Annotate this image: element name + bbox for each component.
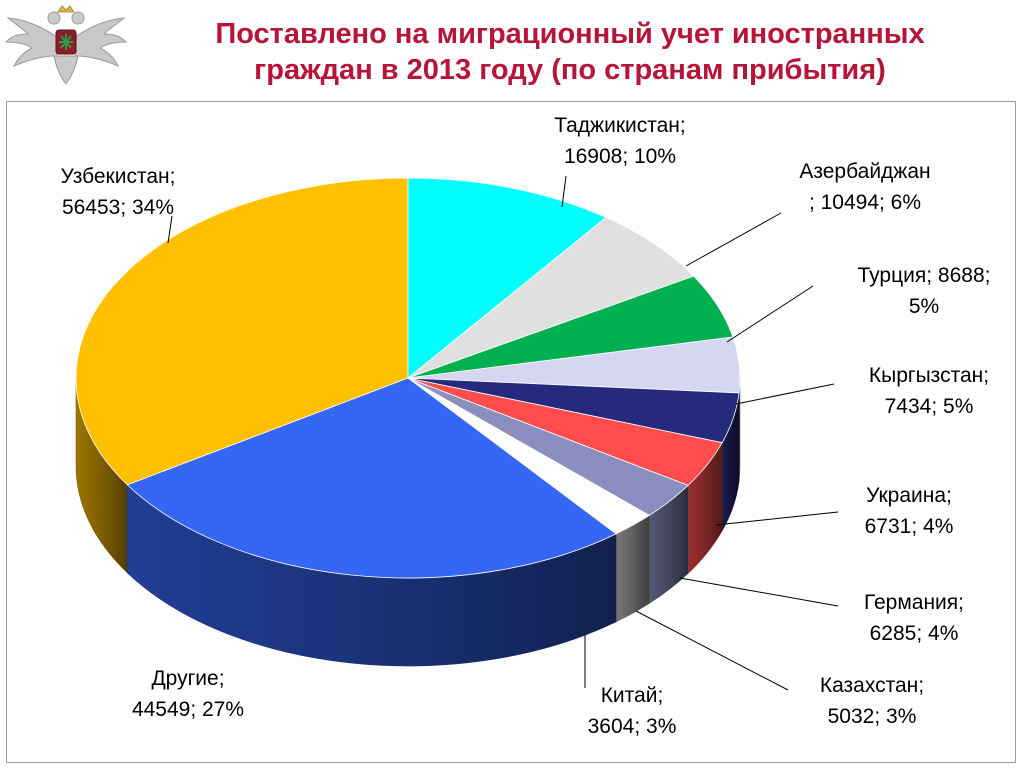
data-label-line: Кыргызстан;	[869, 364, 989, 387]
data-label-line: Узбекистан;	[61, 165, 176, 188]
data-label-line: Таджикистан;	[554, 114, 686, 137]
data-label-line: Турция; 8688;	[858, 264, 991, 287]
data-label-line: Казахстан;	[820, 674, 924, 697]
leader-line-germany	[679, 577, 839, 607]
slice-azerbaijan	[407, 217, 695, 379]
title-line-2: граждан в 2013 году (по странам прибытия…	[254, 54, 886, 86]
side-shade-others	[127, 484, 617, 666]
slice-others	[126, 377, 617, 579]
data-label-line: 16908; 10%	[564, 145, 676, 168]
data-label-kyrgyzstan: Кыргызстан; 7434; 5%	[869, 364, 989, 418]
slice-tajikistan	[407, 177, 607, 379]
leader-line-ukraine	[715, 511, 839, 526]
side-shade-ukraine	[722, 392, 740, 531]
double-headed-eagle-emblem-icon	[4, 5, 128, 85]
leader-lines	[167, 175, 839, 691]
data-label-others: Другие; 44549; 27%	[132, 667, 244, 721]
data-label-line: Китай;	[601, 684, 664, 707]
leader-line-tajikistan	[561, 175, 567, 208]
side-shade-china	[616, 515, 650, 622]
data-labels: Узбекистан; 56453; 34% Таджикистан; 16908; …	[61, 114, 991, 738]
data-label-line: 6285; 4%	[870, 622, 959, 645]
data-label-line: Украина;	[866, 484, 952, 507]
data-label-line: Другие;	[151, 667, 224, 690]
data-label-line: 56453; 34%	[62, 196, 174, 219]
data-label-line: 3604; 3%	[588, 715, 677, 738]
data-label-line: 7434; 5%	[885, 395, 974, 418]
data-label-line: ; 10494; 6%	[809, 191, 921, 214]
data-label-line: 5%	[909, 295, 939, 318]
pie-top-faces	[75, 177, 741, 579]
data-label-germany: Германия; 6285; 4%	[864, 591, 964, 645]
side-shade-uzbekistan	[76, 378, 128, 573]
title-line-1: Поставлено на миграционный учет иностран…	[215, 18, 925, 50]
header: Поставлено на миграционный учет иностран…	[0, 0, 1024, 100]
chart-frame	[6, 101, 1016, 763]
leader-line-azerbaijan	[685, 212, 782, 267]
data-label-kazakhstan: Казахстан; 5032; 3%	[820, 674, 924, 728]
data-label-turkey: Турция; 8688; 5%	[858, 264, 991, 318]
side-shade-germany	[688, 442, 723, 574]
data-label-uzbekistan: Узбекистан; 56453; 34%	[61, 165, 176, 219]
side-shade-kazakhstan	[649, 485, 689, 604]
data-label-azerbaijan: Азербайджан ; 10494; 6%	[799, 160, 930, 214]
leader-line-turkey	[726, 285, 814, 343]
data-label-line: 5032; 3%	[828, 705, 917, 728]
leader-line-uzbekistan	[167, 215, 173, 244]
slice-uzbekistan	[75, 177, 409, 486]
leader-line-kazakhstan	[635, 610, 789, 691]
pie-side-walls	[75, 377, 741, 667]
data-label-line: 6731; 4%	[865, 515, 954, 538]
page-title: Поставлено на миграционный учет иностран…	[130, 16, 1010, 88]
data-label-line: Германия;	[864, 591, 964, 614]
data-label-ukraine: Украина; 6731; 4%	[865, 484, 954, 538]
data-label-china: Китай; 3604; 3%	[588, 684, 677, 738]
data-label-line: 44549; 27%	[132, 698, 244, 721]
leader-line-kyrgyzstan	[735, 383, 835, 405]
data-label-line: Азербайджан	[799, 160, 930, 183]
data-label-tajikistan: Таджикистан; 16908; 10%	[554, 114, 686, 168]
